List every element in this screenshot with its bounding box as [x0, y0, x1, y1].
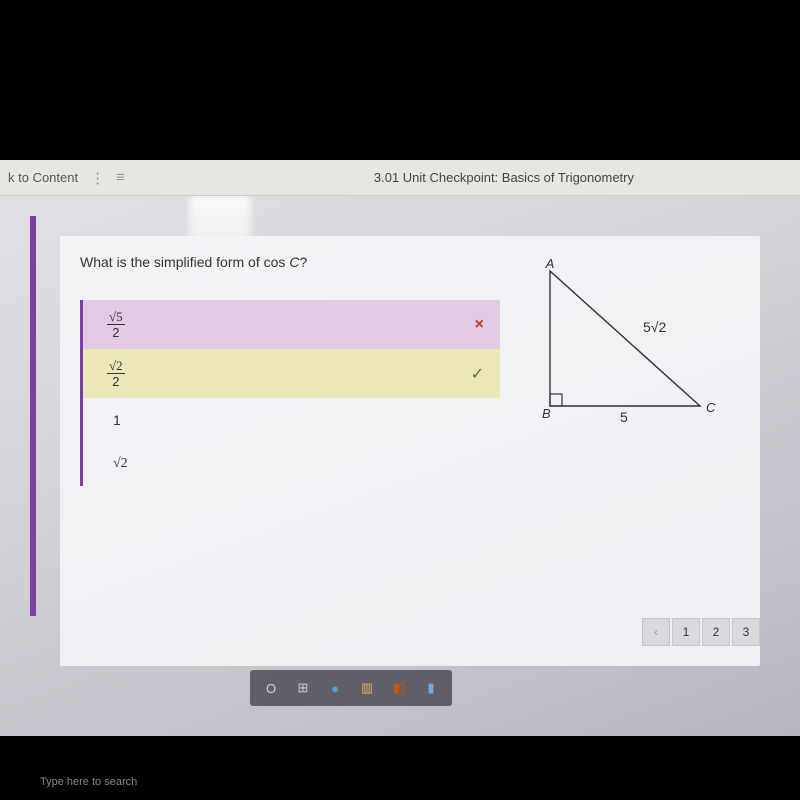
option-1-numerator: √5	[107, 310, 125, 325]
base-label: 5	[620, 409, 628, 425]
pager-prev[interactable]: ‹	[642, 618, 670, 646]
option-1[interactable]: √5 2 ×	[83, 300, 500, 349]
explorer-icon[interactable]: ▥	[354, 676, 380, 700]
pagination: ‹ 1 2 3	[642, 618, 760, 646]
back-to-content-link[interactable]: k to Content	[8, 170, 78, 185]
wrong-mark-icon: ×	[475, 316, 484, 334]
vertex-b-label: B	[542, 406, 551, 421]
option-4-text: √2	[113, 456, 128, 472]
app-header: k to Content ⋮ ≡ 3.01 Unit Checkpoint: B…	[0, 160, 800, 196]
triangle-shape	[550, 271, 700, 406]
app-icon[interactable]: ▮	[418, 676, 444, 700]
question-card: What is the simplified form of cos C? √5…	[60, 236, 760, 666]
right-angle-marker	[550, 394, 562, 406]
option-1-denominator: 2	[112, 325, 119, 339]
triangle-figure: A B C 5√2 5	[530, 256, 720, 436]
option-2-numerator: √2	[107, 359, 125, 374]
kebab-menu-icon[interactable]: ⋮	[90, 169, 104, 187]
pager-page-1[interactable]: 1	[672, 618, 700, 646]
hypotenuse-label: 5√2	[643, 319, 666, 335]
correct-mark-icon: ✓	[471, 364, 484, 384]
accent-strip	[30, 216, 36, 616]
pager-page-3[interactable]: 3	[732, 618, 760, 646]
letterbox-top	[0, 0, 800, 160]
task-view-icon[interactable]: ⊞	[290, 676, 316, 700]
cortana-icon[interactable]: O	[258, 676, 284, 700]
answer-options: √5 2 × √2 2 ✓ 1 √2	[80, 300, 500, 486]
page-title: 3.01 Unit Checkpoint: Basics of Trigonom…	[374, 170, 634, 185]
vertex-a-label: A	[545, 256, 555, 271]
letterbox-bottom: Type here to search	[0, 736, 800, 800]
windows-taskbar: O ⊞ ● ▥ ◧ ▮	[250, 670, 452, 706]
option-2-denominator: 2	[112, 374, 119, 388]
option-3[interactable]: 1	[83, 398, 500, 442]
edge-icon[interactable]: ●	[322, 676, 348, 700]
pager-page-2[interactable]: 2	[702, 618, 730, 646]
option-4[interactable]: √2	[83, 442, 500, 486]
office-icon[interactable]: ◧	[386, 676, 412, 700]
search-hint-text: Type here to search	[40, 776, 137, 788]
option-2[interactable]: √2 2 ✓	[83, 349, 500, 398]
content-area: What is the simplified form of cos C? √5…	[0, 196, 800, 736]
option-3-text: 1	[113, 412, 121, 428]
hamburger-menu-icon[interactable]: ≡	[116, 169, 124, 186]
vertex-c-label: C	[706, 400, 716, 415]
